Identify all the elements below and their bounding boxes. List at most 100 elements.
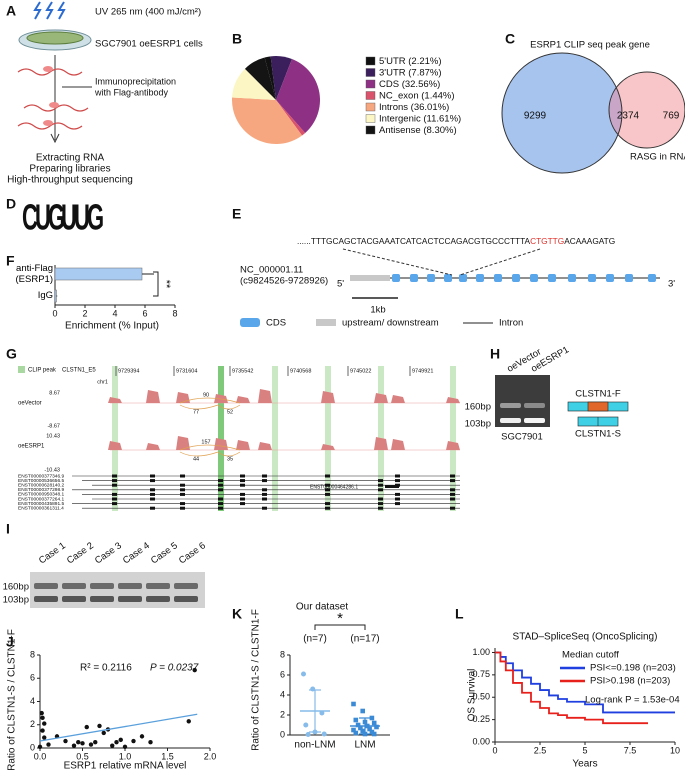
motif-letter: C [22,198,38,238]
label: ENST00000377346.9 [18,473,64,479]
x-axis-label: Enrichment (% Input) [65,321,159,332]
x-tick-label: 4 [112,308,117,318]
transcript-exon [450,479,455,483]
y-tick-label: 0.25 [472,714,490,724]
gel-band [174,596,198,602]
label: Case 4 [121,540,152,566]
exon [392,274,400,282]
peak-band [218,366,224,511]
transcript-exon [378,506,383,510]
y-tick-label: 4 [280,689,285,699]
point [351,701,356,707]
label: with Flag-antibody [94,87,169,97]
legend-swatch [365,125,376,135]
point [301,671,306,677]
peak-band [450,366,456,511]
label: High-throughput sequencing [7,175,133,186]
label: 3' [668,279,675,290]
cells [26,31,84,45]
point [148,739,153,745]
label: NC_000001.11 [240,265,303,276]
peak-key [18,366,25,373]
gel-band [500,403,521,408]
y-tick-label: 0.75 [472,669,490,679]
error-bar [309,689,321,733]
junction-arc [179,404,241,410]
point [122,744,128,750]
label: oeVector [18,401,42,407]
transcript-exon [395,479,400,483]
legend-label: PSI>0.198 (n=203) [590,676,670,687]
label: ENST00000377264.1 [18,496,64,502]
panel-letter: F [6,253,15,269]
panel-letter: H [490,346,500,362]
legend-label: 5'UTR (2.21%) [379,56,442,67]
legend-swatch [365,79,376,89]
y-axis-label: Ratio of CLSTN1-S / CLSTN1-F [251,609,262,751]
coverage [321,391,335,403]
bar [54,289,57,303]
point [139,734,145,739]
exon [588,274,596,282]
gel [30,572,205,608]
point [303,722,309,728]
point [84,724,89,730]
transcript-exon [150,479,155,483]
label: SGC7901 [501,432,543,443]
y-tick-label: 0.00 [472,736,490,746]
transcript-exon [395,502,400,506]
sequence: ......TTTGCAGCTACGAAATCATCACTCCAGACGTGCC… [297,236,615,246]
transcript-exon [240,479,245,483]
x-tick-label: 6 [142,308,147,318]
legend-swatch [365,56,376,66]
arrow-head [50,133,60,144]
label: 35 [227,456,233,462]
coverage [374,393,388,403]
exon [410,274,418,282]
transcript-exon [378,488,383,492]
legend-title: Median cutoff [562,650,619,661]
motif-letter: U [74,198,90,238]
label: 157 [201,439,210,445]
bracket [314,624,366,630]
point [42,735,47,740]
point [321,731,327,737]
label: 103bp [3,595,29,606]
gel-band [146,596,170,602]
point [367,726,372,732]
coverage [146,443,160,450]
coverage [321,444,335,450]
x-tick-label: 0 [52,308,57,318]
label: ENST00000950348.1 [18,492,64,498]
exon [512,274,520,282]
label: ESRP1 CLIP seq peak gene [530,40,650,51]
transcript-exon [112,502,117,506]
transcript-exon [325,506,330,510]
label: 9749921 [412,368,433,374]
gel-band [524,403,545,408]
transcript-exon [112,483,117,487]
x-tick-label: 1.5 [161,751,174,761]
transcript-exon [218,479,223,483]
motif-letter: G [48,198,65,238]
transcript-exon [218,506,223,510]
point [63,738,68,744]
isoform-f-exon [587,401,609,412]
pie-slice [232,97,303,144]
label: 9729394 [118,368,139,374]
bar [54,267,143,281]
label: Case 5 [149,540,180,566]
coverage [146,390,160,403]
label: 2374 [617,111,640,122]
transcript-exon [240,502,245,506]
coverage [446,441,460,450]
x-tick-label: 2.0 [204,751,217,761]
motif-letter: G [87,198,104,238]
rna [23,104,89,112]
label: 8.67 [49,390,60,396]
point [369,715,375,721]
point [110,743,115,748]
label: oeESRP1 [18,444,45,450]
legend-label: 3'UTR (7.87%) [379,68,442,79]
panel-letter: G [6,346,17,362]
